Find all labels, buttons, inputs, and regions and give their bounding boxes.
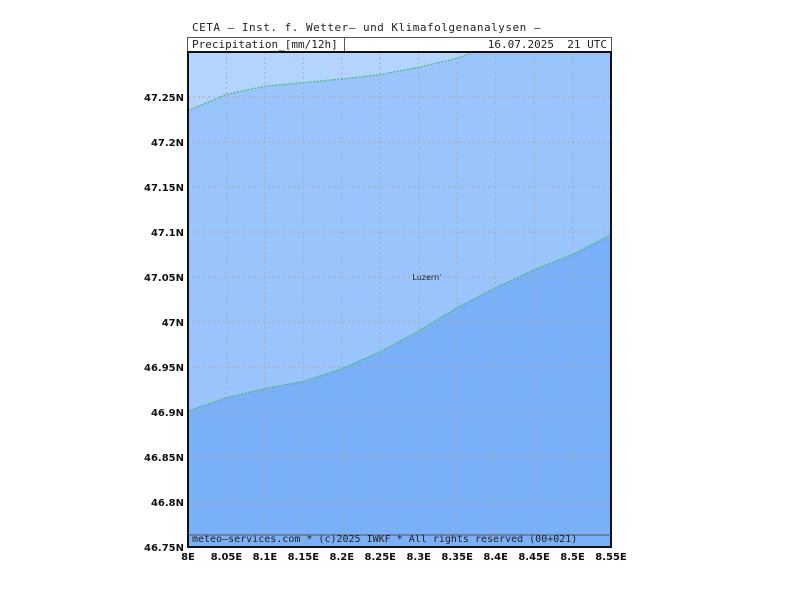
city-label-luzern: Luzern — [412, 273, 439, 282]
lat-tick-label: 47.2N — [151, 138, 184, 149]
lon-tick-label: 8.3E — [406, 552, 431, 563]
lon-tick-label: 8.5E — [560, 552, 585, 563]
lat-tick-labels: 47.25N 47.2N 47.15N 47.1N 47.05N 47N 46.95N 46.… — [144, 93, 184, 554]
product-label: Precipitation_[mm/12h] — [192, 38, 338, 51]
lon-tick-label: 8.2E — [330, 552, 355, 563]
institute-title: CETA — Inst. f. Wetter— und Klimafolgena… — [192, 21, 542, 34]
lon-tick-label: 8.05E — [211, 552, 243, 563]
lon-tick-label: 8.25E — [365, 552, 397, 563]
lon-tick-label: 8.1E — [253, 552, 278, 563]
city-labels: Luzern — [412, 273, 442, 282]
lon-tick-label: 8.15E — [288, 552, 320, 563]
lat-tick-label: 46.85N — [144, 453, 184, 464]
lat-tick-label: 46.9N — [151, 408, 184, 419]
lat-tick-label: 47.25N — [144, 93, 184, 104]
precip-contours — [187, 51, 612, 412]
lon-tick-label: 8.35E — [441, 552, 473, 563]
lon-tick-label: 8.55E — [595, 552, 627, 563]
lat-tick-label: 46.75N — [144, 543, 184, 554]
copyright-notice: meteo—services.com * (c)2025 IWKF * All … — [192, 534, 578, 545]
precip-band-dark — [188, 234, 611, 547]
lon-tick-labels: 8E 8.05E 8.1E 8.15E 8.2E 8.25E 8.3E 8.35E 8.4E 8.… — [181, 552, 627, 563]
lat-tick-label: 47.05N — [144, 273, 184, 284]
valid-time: 16.07.2025 21 UTC — [487, 38, 607, 51]
contour-line — [187, 234, 612, 412]
product-label-box: Precipitation_[mm/12h] — [188, 38, 345, 52]
lat-tick-label: 47.15N — [144, 183, 184, 194]
lon-tick-label: 8.4E — [483, 552, 508, 563]
lat-tick-label: 46.95N — [144, 363, 184, 374]
lon-tick-label: 8.45E — [518, 552, 550, 563]
city-marker — [439, 274, 442, 276]
lat-tick-label: 47N — [162, 318, 184, 329]
lat-tick-label: 47.1N — [151, 228, 184, 239]
lat-tick-label: 46.8N — [151, 498, 184, 509]
contour-line — [187, 51, 473, 112]
title-box: Precipitation_[mm/12h] 16.07.2025 21 UTC — [187, 37, 612, 52]
precip-band-light — [188, 52, 473, 111]
lon-tick-label: 8E — [181, 552, 195, 563]
map-frame — [187, 51, 612, 548]
precip-bands — [188, 52, 611, 547]
